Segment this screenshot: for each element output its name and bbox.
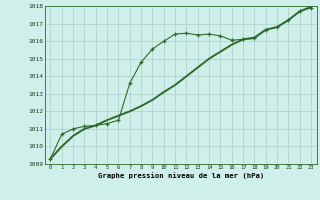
- X-axis label: Graphe pression niveau de la mer (hPa): Graphe pression niveau de la mer (hPa): [98, 172, 264, 179]
